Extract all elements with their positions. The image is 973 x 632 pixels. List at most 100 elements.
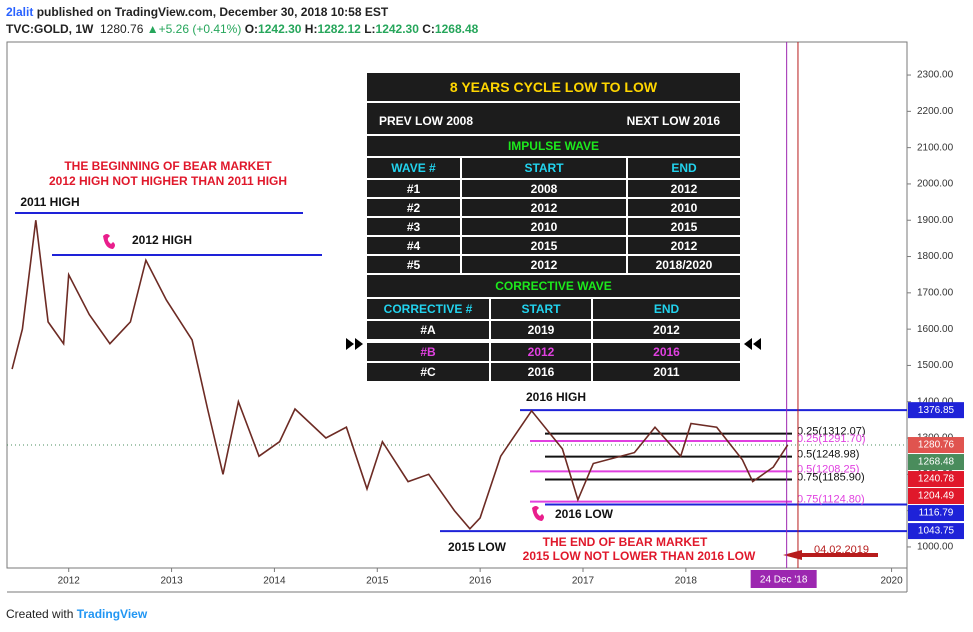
price-tag-label: 1240.78 [918, 474, 955, 485]
header-cell: START [491, 299, 593, 319]
price-line [11, 220, 789, 531]
table-cell: 2012 [670, 181, 698, 196]
table-cell: 2008 [462, 180, 628, 197]
y-tick-label: 1600.00 [917, 324, 954, 335]
date-tag [750, 570, 817, 588]
fib-label: 0.25(1291.70) [797, 433, 866, 445]
table-cell: #3 [367, 218, 462, 235]
y-tick-label: 1700.00 [917, 287, 954, 298]
price-tag-label: 1043.75 [918, 526, 955, 537]
impulse-row: #3 2010 2015 [367, 218, 740, 237]
price-tag-label: 1204.49 [918, 491, 955, 502]
low: 1242.30 [375, 22, 419, 36]
next-low: NEXT LOW 2016 [626, 113, 720, 128]
table-cell: #1 [367, 180, 462, 197]
marker-arrow [744, 338, 752, 350]
y-tick-label: 1400.00 [917, 396, 954, 407]
fib-label: 0.25(1312.07) [797, 426, 866, 438]
h-label: H: [304, 22, 318, 36]
price-tag-label: 1280.76 [918, 440, 955, 451]
table-cell: #5 [367, 256, 462, 273]
y-tick-label: 2000.00 [917, 179, 954, 190]
table-cell: 2015 [670, 219, 698, 234]
last-price: 1280.76 [100, 22, 144, 36]
table-cell: 2018/2020 [655, 257, 713, 272]
corrective-header-row: CORRECTIVE # START END [367, 299, 740, 321]
close: 1268.48 [434, 22, 479, 36]
price-tag-label: 1116.79 [919, 508, 954, 519]
quote-line: TVC:GOLD, 1W 1280.76 ▲+5.26 (+0.41%) O:1… [6, 22, 479, 36]
title-row: 8 YEARS CYCLE LOW TO LOW [367, 73, 740, 103]
price-tag [908, 505, 964, 522]
impulse-header-row: WAVE # START END [367, 158, 740, 180]
footer: Created with TradingView [6, 607, 147, 621]
author[interactable]: 2lalit [6, 5, 34, 19]
table-title: 8 YEARS CYCLE LOW TO LOW [449, 79, 658, 95]
header-cell: START [462, 158, 628, 178]
c-label: C: [422, 22, 435, 36]
marker-arrow [355, 338, 363, 350]
x-tick-label: 2013 [160, 576, 183, 587]
table-cell: #A [367, 321, 491, 339]
x-tick-label: 2014 [263, 576, 286, 587]
phone-icon [532, 506, 544, 521]
impulse-row: #5 2012 2018/2020 [367, 256, 740, 275]
corrective-row: #A 2019 2012 [367, 321, 740, 341]
price-tag [908, 488, 964, 505]
header-cell: END [671, 161, 697, 175]
marker-arrow [346, 338, 354, 350]
table-cell: 2012 [670, 238, 698, 253]
annotation: 2011 HIGH [20, 195, 79, 209]
header-cell: END [653, 302, 680, 316]
annotation: 2015 LOW [448, 540, 507, 554]
impulse-title: IMPULSE WAVE [507, 139, 600, 153]
o-label: O: [244, 22, 259, 36]
change: +5.26 (+0.41%) [158, 22, 242, 36]
brand[interactable]: TradingView [76, 607, 148, 621]
price-tag [908, 471, 964, 488]
price-tag [908, 523, 964, 540]
price-tag-label: 1376.85 [918, 405, 955, 416]
impulse-row: #2 2012 2010 [367, 199, 740, 218]
impulse-row: #1 2008 2012 [367, 180, 740, 199]
published: published on TradingView.com, December 3… [36, 5, 389, 19]
l-label: L: [364, 22, 376, 36]
publish-line: 2lalit published on TradingView.com, Dec… [6, 5, 388, 19]
annotation: 2012 HIGH NOT HIGHER THAN 2011 HIGH [49, 174, 287, 188]
x-tick-label: 2018 [675, 576, 698, 587]
date-label: 04.02.2019 [814, 544, 869, 556]
date-arrow [783, 550, 878, 560]
impulse-title-row: IMPULSE WAVE [367, 136, 740, 158]
symbol: TVC:GOLD, 1W [6, 22, 94, 36]
price-tag [908, 402, 964, 419]
table-cell: 2011 [653, 365, 680, 379]
table-cell: 2012 [491, 343, 593, 361]
fib-label: 0.75(1124.80) [797, 494, 865, 506]
price-tag [908, 454, 964, 471]
y-tick-label: 1000.00 [917, 542, 954, 553]
y-tick-label: 2100.00 [917, 142, 954, 153]
annotation: THE END OF BEAR MARKET [543, 535, 708, 549]
table-cell: #C [367, 363, 491, 381]
annotation: 2012 HIGH [132, 233, 192, 247]
table-cell: 2019 [491, 321, 593, 339]
corrective-title: CORRECTIVE WAVE [495, 279, 612, 293]
table-cell: 2015 [462, 237, 628, 254]
table-cell: 2012 [653, 323, 680, 337]
table-cell: 2010 [462, 218, 628, 235]
table-cell: 2016 [653, 345, 680, 359]
header-cell: CORRECTIVE # [367, 299, 491, 319]
created-with: Created with [6, 607, 74, 621]
table-cell: #4 [367, 237, 462, 254]
y-tick-label: 1500.00 [917, 360, 954, 371]
x-tick-label: 2017 [572, 576, 595, 587]
y-tick-label: 1900.00 [917, 215, 954, 226]
corrective-row: #C 2016 2011 [367, 363, 740, 381]
annotation: 2016 LOW [555, 507, 614, 521]
x-tick-label: 2016 [469, 576, 492, 587]
table-cell: #2 [367, 199, 462, 216]
annotation: THE BEGINNING OF BEAR MARKET [64, 159, 272, 173]
table-cell: 2010 [670, 200, 698, 215]
fib-label: 0.75(1185.90) [797, 471, 865, 483]
